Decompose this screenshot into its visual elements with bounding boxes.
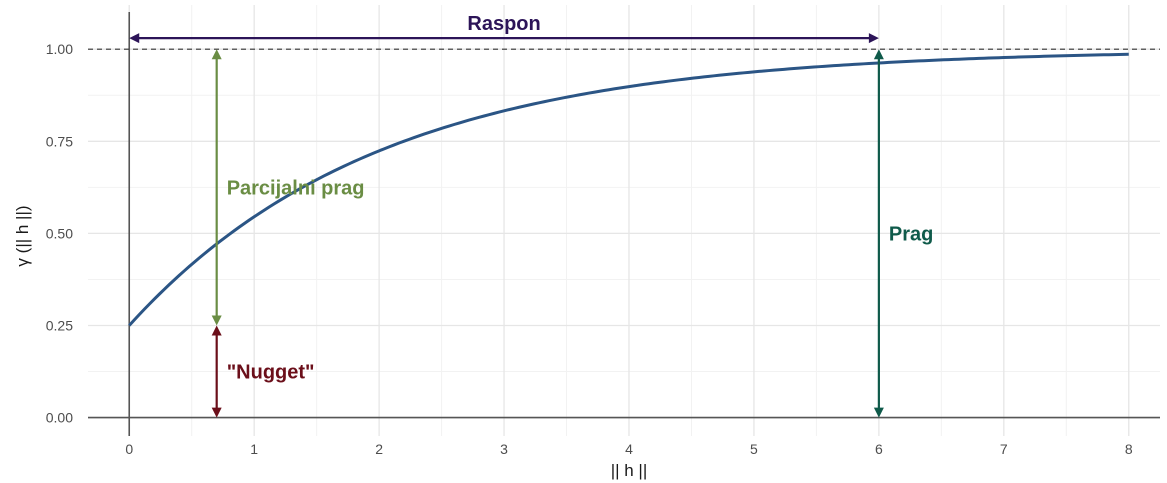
x-tick-label: 2 (375, 441, 383, 457)
annotation-layer: Raspon Parcijalni prag "Nugget" Prag (129, 13, 933, 418)
arrow-head (211, 407, 222, 418)
x-tick-label: 5 (750, 441, 758, 457)
x-axis-title: || h || (611, 461, 648, 480)
y-tick-label: 0.75 (46, 133, 73, 149)
arrow-head (873, 49, 884, 60)
y-axis-title: γ (|| h ||) (13, 205, 32, 266)
arrow-head (211, 49, 222, 60)
annotation-label-3: Prag (889, 223, 933, 245)
y-tick-label: 0.50 (46, 225, 73, 241)
tick-labels: 0 1 2 3 4 5 6 7 8 0.00 0.25 0.50 0.75 1.00 (46, 41, 1133, 457)
annotation-label-2: "Nugget" (227, 362, 315, 384)
arrow-head (868, 33, 879, 44)
annotation-label-0: Raspon (467, 13, 540, 35)
annotation-label-1: Parcijalni prag (227, 177, 365, 199)
y-tick-label: 1.00 (46, 41, 73, 57)
x-tick-label: 8 (1125, 441, 1133, 457)
arrow-head (211, 315, 222, 326)
x-tick-label: 7 (1000, 441, 1008, 457)
arrow-head (211, 325, 222, 336)
x-tick-label: 0 (125, 441, 133, 457)
y-tick-label: 0.25 (46, 317, 73, 333)
axes (88, 12, 1160, 436)
x-tick-label: 4 (625, 441, 633, 457)
arrow-head (129, 33, 140, 44)
x-tick-label: 1 (250, 441, 258, 457)
x-tick-label: 6 (875, 441, 883, 457)
arrow-head (873, 407, 884, 418)
curve-layer (128, 52, 1129, 327)
x-tick-label: 3 (500, 441, 508, 457)
y-tick-label: 0.00 (46, 410, 73, 426)
variogram-curve (128, 52, 1129, 327)
